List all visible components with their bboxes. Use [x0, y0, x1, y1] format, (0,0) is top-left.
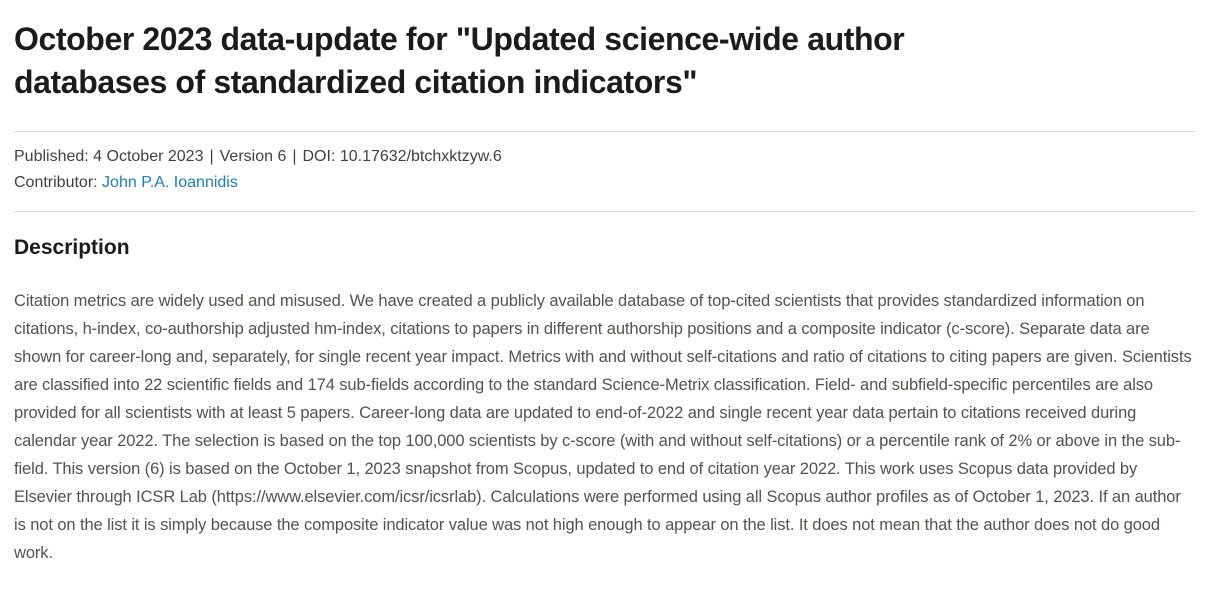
metadata-block: Published: 4 October 2023 | Version 6 | DOI:… [14, 144, 1196, 196]
publication-meta-line: Published: 4 October 2023 | Version 6 | DOI:… [14, 144, 1196, 170]
contributor-line: Contributor: John P.A. Ioannidis [14, 170, 1196, 196]
page-title: October 2023 data-update for "Updated sc… [14, 18, 1196, 104]
published-date: Published: 4 October 2023 [14, 148, 204, 165]
page-title-line-2: databases of standardized citation indic… [14, 64, 698, 100]
doi-value: DOI: 10.17632/btchxktzyw.6 [302, 148, 502, 165]
content-container: October 2023 data-update for "Updated sc… [0, 18, 1214, 567]
description-text: Citation metrics are widely used and mis… [14, 292, 1192, 562]
description-heading: Description [14, 236, 130, 259]
meta-separator: | [209, 148, 214, 165]
contributor-label: Contributor: [14, 174, 98, 191]
contributor-link[interactable]: John P.A. Ioannidis [102, 174, 238, 191]
page-title-line-1: October 2023 data-update for "Updated sc… [14, 21, 905, 57]
meta-separator: | [292, 148, 297, 165]
title-divider [14, 131, 1196, 132]
version-label: Version 6 [219, 148, 287, 165]
meta-divider [14, 211, 1196, 212]
